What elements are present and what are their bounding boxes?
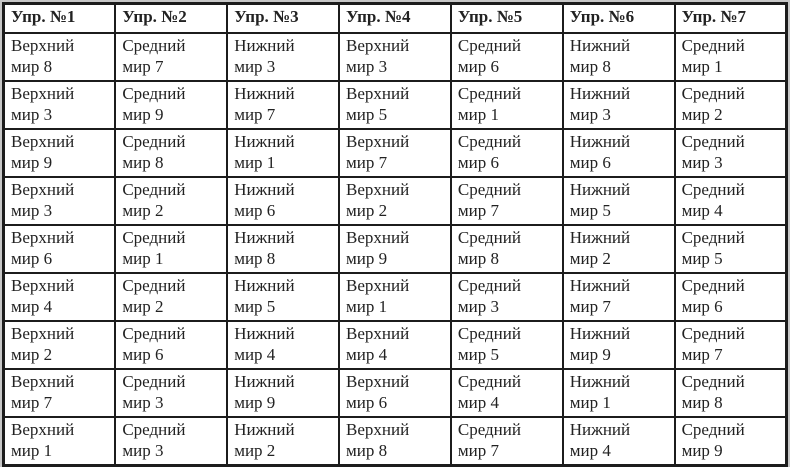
header-cell: Упр. №4 (338, 2, 452, 34)
header-cell: Упр. №2 (114, 2, 229, 34)
header-row: Упр. №1 Упр. №2 Упр. №3 Упр. №4 Упр. №5 … (2, 2, 788, 34)
table-cell: Верхний мир 9 (338, 224, 452, 274)
table-cell: Нижний мир 9 (561, 320, 676, 370)
table-row: Верхний мир 4 Средний мир 2 Нижний мир 5… (2, 272, 788, 322)
header-cell: Упр. №6 (561, 2, 676, 34)
table-cell: Средний мир 7 (449, 176, 564, 226)
table-cell: Средний мир 2 (114, 272, 229, 322)
table-cell: Верхний мир 8 (2, 32, 117, 82)
table-cell: Средний мир 6 (673, 272, 788, 322)
table-cell: Средний мир 4 (673, 176, 788, 226)
header-cell: Упр. №1 (2, 2, 117, 34)
table-row: Верхний мир 3 Средний мир 2 Нижний мир 6… (2, 176, 788, 226)
table-cell: Верхний мир 1 (2, 416, 117, 467)
table-row: Верхний мир 6 Средний мир 1 Нижний мир 8… (2, 224, 788, 274)
table-cell: Верхний мир 8 (338, 416, 452, 467)
table-cell: Средний мир 1 (114, 224, 229, 274)
table-cell: Нижний мир 6 (561, 128, 676, 178)
table-cell: Средний мир 9 (673, 416, 788, 467)
table-cell: Средний мир 6 (449, 128, 564, 178)
table-cell: Нижний мир 5 (561, 176, 676, 226)
table-row: Верхний мир 2 Средний мир 6 Нижний мир 4… (2, 320, 788, 370)
table-cell: Средний мир 3 (114, 368, 229, 418)
table-cell: Средний мир 6 (114, 320, 229, 370)
table-cell: Нижний мир 3 (561, 80, 676, 130)
table-cell: Нижний мир 2 (561, 224, 676, 274)
table-cell: Верхний мир 2 (338, 176, 452, 226)
header-cell: Упр. №5 (449, 2, 564, 34)
table-cell: Верхний мир 3 (338, 32, 452, 82)
table-cell: Нижний мир 8 (561, 32, 676, 82)
table-cell: Средний мир 2 (673, 80, 788, 130)
header-cell: Упр. №7 (673, 2, 788, 34)
table-row: Верхний мир 9 Средний мир 8 Нижний мир 1… (2, 128, 788, 178)
table-cell: Средний мир 1 (673, 32, 788, 82)
table-cell: Нижний мир 7 (226, 80, 341, 130)
table-row: Верхний мир 8 Средний мир 7 Нижний мир 3… (2, 32, 788, 82)
table-cell: Нижний мир 1 (226, 128, 341, 178)
table-cell: Средний мир 1 (449, 80, 564, 130)
table-cell: Верхний мир 3 (2, 80, 117, 130)
table-cell: Верхний мир 7 (2, 368, 117, 418)
table-cell: Средний мир 8 (114, 128, 229, 178)
table-cell: Средний мир 9 (114, 80, 229, 130)
table-cell: Средний мир 3 (673, 128, 788, 178)
table-cell: Верхний мир 5 (338, 80, 452, 130)
table-row: Верхний мир 3 Средний мир 9 Нижний мир 7… (2, 80, 788, 130)
table-cell: Средний мир 5 (673, 224, 788, 274)
table-cell: Нижний мир 1 (561, 368, 676, 418)
table-cell: Нижний мир 7 (561, 272, 676, 322)
table-cell: Нижний мир 4 (226, 320, 341, 370)
table-cell: Нижний мир 8 (226, 224, 341, 274)
table-cell: Средний мир 4 (449, 368, 564, 418)
table-cell: Верхний мир 3 (2, 176, 117, 226)
table-cell: Нижний мир 9 (226, 368, 341, 418)
table-cell: Нижний мир 2 (226, 416, 341, 467)
table-cell: Верхний мир 9 (2, 128, 117, 178)
table-cell: Средний мир 7 (673, 320, 788, 370)
table-cell: Средний мир 8 (449, 224, 564, 274)
table-cell: Нижний мир 6 (226, 176, 341, 226)
table-cell: Верхний мир 6 (2, 224, 117, 274)
table-cell: Нижний мир 4 (561, 416, 676, 467)
table-cell: Верхний мир 6 (338, 368, 452, 418)
table-cell: Средний мир 2 (114, 176, 229, 226)
table-row: Верхний мир 1 Средний мир 3 Нижний мир 2… (2, 416, 788, 467)
table-cell: Верхний мир 7 (338, 128, 452, 178)
table-cell: Средний мир 7 (114, 32, 229, 82)
table-cell: Средний мир 7 (449, 416, 564, 467)
table-cell: Средний мир 6 (449, 32, 564, 82)
table-cell: Верхний мир 4 (338, 320, 452, 370)
table-cell: Средний мир 8 (673, 368, 788, 418)
table-row: Верхний мир 7 Средний мир 3 Нижний мир 9… (2, 368, 788, 418)
table-cell: Средний мир 3 (449, 272, 564, 322)
table-cell: Нижний мир 3 (226, 32, 341, 82)
table-cell: Средний мир 5 (449, 320, 564, 370)
header-cell: Упр. №3 (226, 2, 341, 34)
table-cell: Верхний мир 2 (2, 320, 117, 370)
table-cell: Верхний мир 1 (338, 272, 452, 322)
table-cell: Средний мир 3 (114, 416, 229, 467)
table-cell: Верхний мир 4 (2, 272, 117, 322)
table-cell: Нижний мир 5 (226, 272, 341, 322)
